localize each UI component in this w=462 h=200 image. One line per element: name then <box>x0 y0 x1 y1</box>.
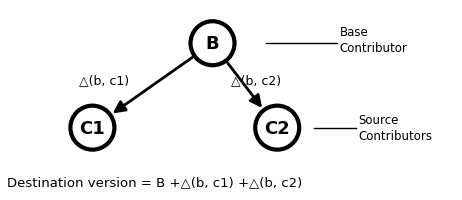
Text: △(b, c1): △(b, c1) <box>79 74 129 86</box>
Circle shape <box>190 22 235 66</box>
Text: C1: C1 <box>79 119 105 137</box>
Text: B: B <box>206 35 219 53</box>
Circle shape <box>255 106 299 150</box>
Text: Source
Contributors: Source Contributors <box>358 114 432 142</box>
Text: C2: C2 <box>264 119 290 137</box>
Text: Base
Contributor: Base Contributor <box>340 26 407 54</box>
Text: Destination version = B +△(b, c1) +△(b, c2): Destination version = B +△(b, c1) +△(b, … <box>7 175 302 188</box>
Text: △(b, c2): △(b, c2) <box>231 74 281 86</box>
Circle shape <box>70 106 115 150</box>
